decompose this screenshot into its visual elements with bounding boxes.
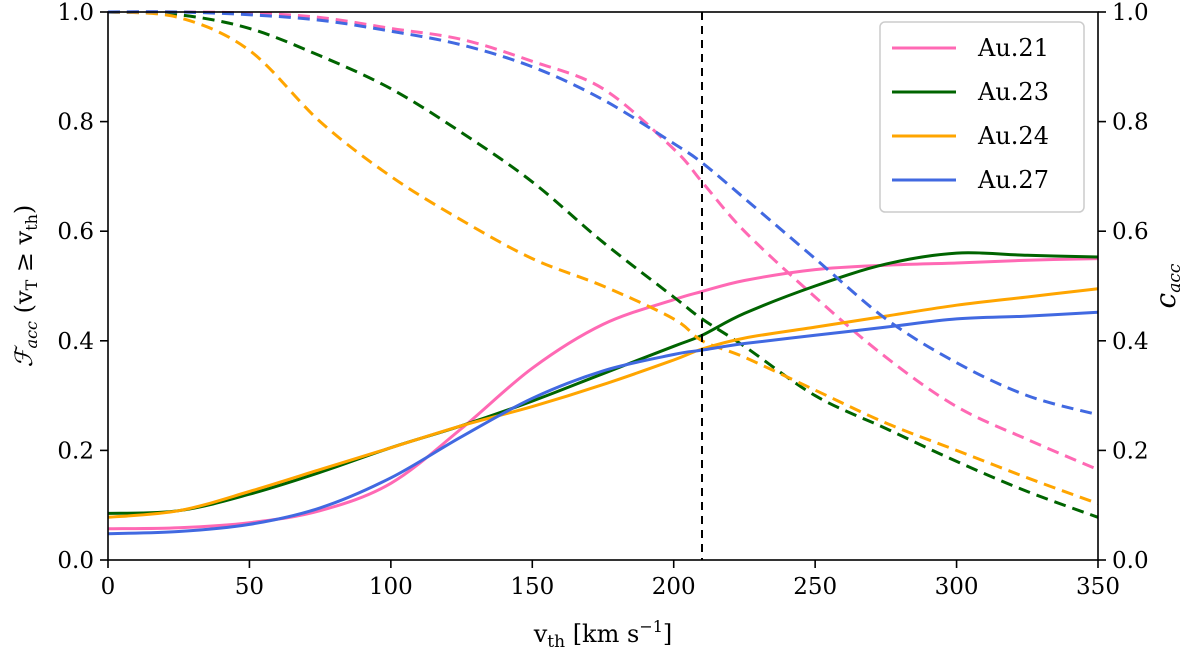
y-axis-right: 0.0 0.2 0.4 0.6 0.8 1.0 (1098, 0, 1149, 574)
y-axis-right-label: cacc (1149, 263, 1185, 308)
x-tick-label: 50 (235, 574, 264, 600)
x-tick-label: 250 (793, 574, 837, 600)
plot-area (107, 10, 1099, 536)
y-right-tick-label: 0.4 (1112, 329, 1149, 355)
series-au21-dashed-line (107, 10, 1099, 471)
y-axis-left-label: ℱacc (vT ≥ vth) (10, 205, 41, 368)
y-right-tick-label: 0.0 (1112, 548, 1149, 574)
x-tick-label: 200 (652, 574, 696, 600)
legend-label-au27: Au.27 (977, 166, 1049, 194)
y-left-tick-label: 0.0 (57, 548, 94, 574)
legend-label-au24: Au.24 (977, 122, 1049, 150)
x-axis: 0 50 100 150 200 250 300 350 (101, 560, 1120, 600)
x-tick-label: 150 (510, 574, 554, 600)
y-right-tick-label: 0.2 (1112, 438, 1149, 464)
y-left-tick-label: 1.0 (57, 0, 94, 26)
legend-label-au21: Au.21 (977, 34, 1049, 62)
plot-frame (107, 11, 1099, 561)
legend-label-au23: Au.23 (977, 78, 1049, 106)
x-tick-label: 300 (935, 574, 979, 600)
y-axis-left: 0.0 0.2 0.4 0.6 0.8 1.0 (57, 0, 108, 574)
y-right-tick-label: 0.8 (1112, 110, 1149, 136)
x-tick-label: 100 (369, 574, 413, 600)
series-au24-dashed-line (107, 10, 1099, 506)
series-au27-solid-line (107, 310, 1099, 536)
y-left-tick-label: 0.8 (57, 110, 94, 136)
series-au23-dashed-line (107, 10, 1099, 519)
y-right-tick-label: 0.6 (1112, 219, 1149, 245)
series-au24-solid-line (107, 287, 1099, 519)
y-left-tick-label: 0.4 (57, 329, 94, 355)
x-tick-label: 350 (1076, 574, 1120, 600)
x-axis-label: vth [km s−1] (533, 617, 673, 650)
x-tick-label: 0 (101, 574, 116, 600)
legend-box (879, 21, 1085, 213)
y-right-tick-label: 1.0 (1112, 0, 1149, 26)
series-au27-dashed-line (107, 10, 1099, 417)
y-left-tick-label: 0.2 (57, 438, 94, 464)
legend: Au.21 Au.23 Au.24 Au.27 (879, 21, 1085, 213)
y-left-tick-label: 0.6 (57, 219, 94, 245)
